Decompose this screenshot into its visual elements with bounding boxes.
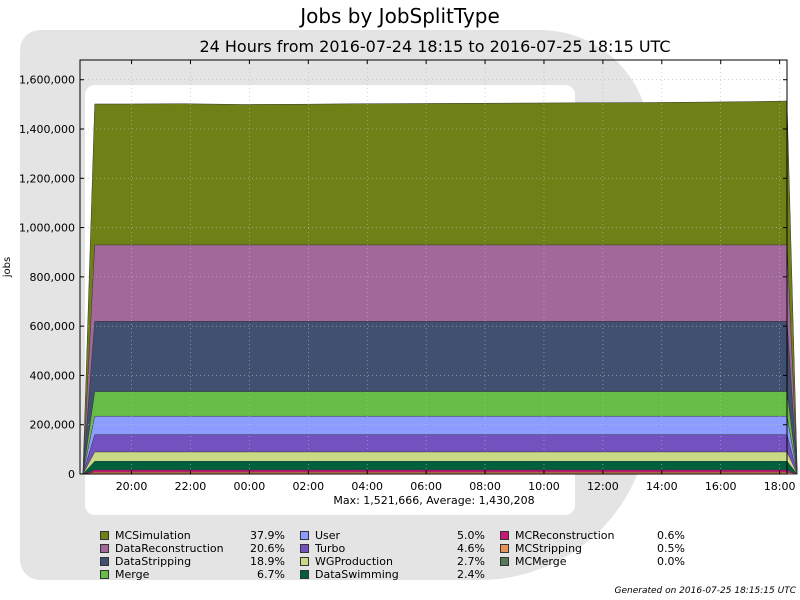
legend-swatch xyxy=(100,531,109,540)
chart-summary: Max: 1,521,666, Average: 1,430,208 xyxy=(333,494,534,507)
chart-title: Jobs by JobSplitType xyxy=(300,4,500,28)
x-tick-label: 14:00 xyxy=(646,480,678,493)
legend-item: DataStripping 18.9% xyxy=(100,555,300,568)
y-tick-label: 600,000 xyxy=(30,320,76,333)
legend-swatch xyxy=(500,557,509,566)
x-tick-label: 20:00 xyxy=(116,480,148,493)
legend: MCSimulation 37.9% DataReconstruction 20.6%… xyxy=(100,529,700,589)
legend-label: MCReconstruction xyxy=(515,529,615,542)
x-tick-label: 06:00 xyxy=(410,480,442,493)
x-tick-label: 22:00 xyxy=(175,480,207,493)
legend-item: Merge 6.7% xyxy=(100,568,300,581)
legend-percent: 2.4% xyxy=(457,568,485,581)
legend-label: MCStripping xyxy=(515,542,583,555)
y-tick-label: 1,400,000 xyxy=(19,123,75,136)
x-tick-label: 10:00 xyxy=(528,480,560,493)
legend-percent: 0.6% xyxy=(657,529,685,542)
legend-label: Merge xyxy=(115,568,150,581)
y-tick-label: 1,000,000 xyxy=(19,222,75,235)
legend-item: DataReconstruction 20.6% xyxy=(100,542,300,555)
legend-item: MCSimulation 37.9% xyxy=(100,529,300,542)
legend-item: WGProduction 2.7% xyxy=(300,555,500,568)
legend-swatch xyxy=(100,570,109,579)
legend-swatch xyxy=(300,570,309,579)
y-tick-label: 1,200,000 xyxy=(19,172,75,185)
legend-swatch xyxy=(100,557,109,566)
x-tick-label: 08:00 xyxy=(469,480,501,493)
legend-label: WGProduction xyxy=(315,555,393,568)
legend-percent: 0.5% xyxy=(657,542,685,555)
legend-item: User 5.0% xyxy=(300,529,500,542)
legend-label: DataStripping xyxy=(115,555,192,568)
y-tick-label: 400,000 xyxy=(30,369,76,382)
legend-label: MCMerge xyxy=(515,555,567,568)
legend-item: MCMerge 0.0% xyxy=(500,555,700,568)
legend-label: DataReconstruction xyxy=(115,542,224,555)
x-tick-label: 12:00 xyxy=(587,480,619,493)
legend-item: MCStripping 0.5% xyxy=(500,542,700,555)
x-tick-label: 04:00 xyxy=(351,480,383,493)
x-tick-label: 16:00 xyxy=(705,480,737,493)
legend-swatch xyxy=(300,557,309,566)
y-tick-label: 0 xyxy=(68,468,75,481)
x-tick-label: 18:00 xyxy=(764,480,796,493)
legend-percent: 5.0% xyxy=(457,529,485,542)
legend-swatch xyxy=(300,544,309,553)
legend-percent: 20.6% xyxy=(250,542,285,555)
legend-percent: 18.9% xyxy=(250,555,285,568)
legend-swatch xyxy=(500,544,509,553)
chart-subtitle: 24 Hours from 2016-07-24 18:15 to 2016-0… xyxy=(199,37,671,56)
y-tick-label: 1,600,000 xyxy=(19,74,75,87)
y-tick-label: 200,000 xyxy=(30,419,76,432)
legend-percent: 6.7% xyxy=(257,568,285,581)
legend-swatch xyxy=(500,531,509,540)
x-tick-label: 02:00 xyxy=(292,480,324,493)
generated-timestamp: Generated on 2016-07-25 18:15:15 UTC xyxy=(614,586,797,596)
y-axis-label: jobs xyxy=(2,257,13,278)
x-tick-label: 00:00 xyxy=(234,480,266,493)
legend-item: Turbo 4.6% xyxy=(300,542,500,555)
legend-label: Turbo xyxy=(315,542,346,555)
legend-swatch xyxy=(100,544,109,553)
plot-frame xyxy=(79,59,788,475)
legend-percent: 37.9% xyxy=(250,529,285,542)
legend-item: DataSwimming 2.4% xyxy=(300,568,500,581)
legend-percent: 4.6% xyxy=(457,542,485,555)
legend-percent: 2.7% xyxy=(457,555,485,568)
legend-swatch xyxy=(300,531,309,540)
legend-label: DataSwimming xyxy=(315,568,399,581)
y-tick-label: 800,000 xyxy=(30,271,76,284)
legend-item: MCReconstruction 0.6% xyxy=(500,529,700,542)
legend-label: User xyxy=(315,529,341,542)
legend-label: MCSimulation xyxy=(115,529,191,542)
legend-percent: 0.0% xyxy=(657,555,685,568)
